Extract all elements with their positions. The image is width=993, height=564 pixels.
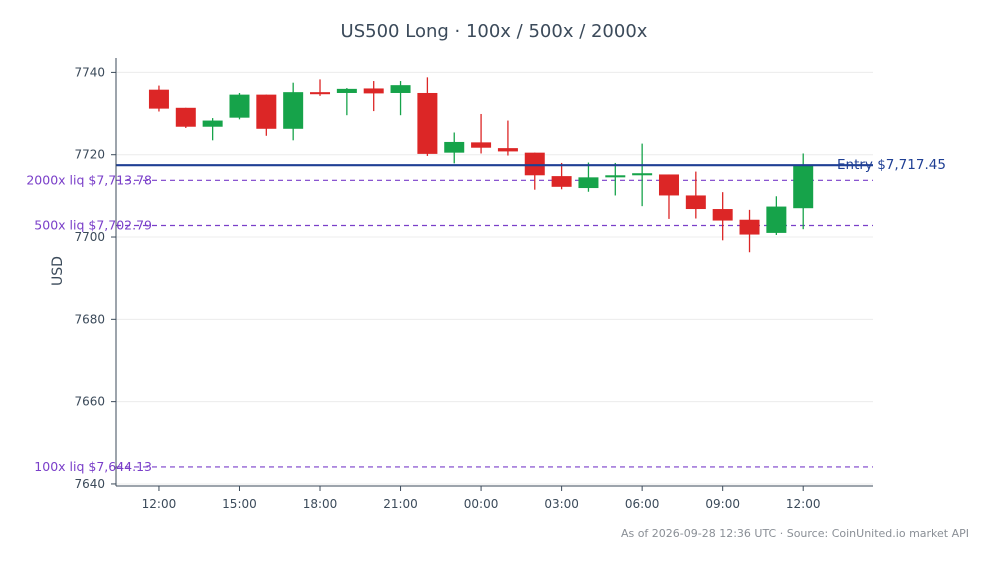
axes — [115, 58, 873, 487]
x-tick-label: 18:00 — [303, 497, 338, 511]
liquidation-label: 100x liq $7,644.13 — [34, 459, 152, 474]
x-tick-label: 00:00 — [464, 497, 499, 511]
y-tick-label: 7740 — [74, 65, 105, 79]
source-note: As of 2026-09-28 12:36 UTC · Source: Coi… — [621, 527, 969, 540]
candle-body — [658, 174, 679, 196]
candle-body — [175, 107, 196, 127]
entry-line-group: Entry $7,717.45 — [116, 157, 946, 173]
candle-body — [712, 209, 733, 221]
x-tick-label: 06:00 — [625, 497, 660, 511]
x-tick-label: 09:00 — [705, 497, 740, 511]
x-tick-label: 12:00 — [786, 497, 821, 511]
candle-body — [229, 94, 250, 118]
candle-body — [417, 92, 438, 154]
candle-body — [524, 152, 545, 176]
candle-body — [578, 177, 599, 189]
candle-body — [497, 148, 518, 152]
candle-body — [605, 175, 626, 178]
chart-title: US500 Long · 100x / 500x / 2000x — [341, 21, 648, 42]
x-tick-label: 12:00 — [142, 497, 177, 511]
y-tick-label: 7660 — [74, 395, 105, 409]
y-tick-label: 7700 — [74, 230, 105, 244]
candle-body — [336, 88, 357, 93]
candle-body — [793, 165, 814, 209]
candle-body — [766, 206, 787, 233]
candle-body — [390, 85, 411, 93]
candle-body — [310, 92, 331, 95]
x-tick-labels: 12:00 15:00 18:00 21:00 00:00 03:00 06:00 09:00… — [142, 486, 821, 511]
candle-body — [444, 141, 465, 153]
candles — [148, 77, 814, 253]
y-tick-labels: 7640 7660 7680 7700 7720 7740 — [74, 65, 116, 491]
candle-body — [363, 88, 384, 94]
candle-body — [256, 94, 277, 129]
grid-lines — [116, 71, 873, 485]
candle-body — [685, 195, 706, 210]
candle-body — [148, 89, 169, 109]
x-tick-label: 15:00 — [222, 497, 257, 511]
candle-body — [551, 176, 572, 187]
y-tick-label: 7720 — [74, 148, 105, 162]
candle-body — [283, 92, 304, 129]
liquidation-label: 2000x liq $7,713.78 — [26, 172, 152, 187]
y-axis-label: USD — [50, 256, 66, 286]
liquidation-lines: 2000x liq $7,713.78 500x liq $7,702.79 100… — [26, 172, 873, 474]
y-tick-label: 7680 — [74, 312, 105, 326]
x-tick-label: 03:00 — [544, 497, 579, 511]
candle-body — [632, 173, 653, 176]
entry-label: Entry $7,717.45 — [837, 157, 946, 173]
liquidation-label: 500x liq $7,702.79 — [34, 218, 152, 233]
x-tick-label: 21:00 — [383, 497, 418, 511]
candle-body — [739, 219, 760, 235]
candle-body — [202, 120, 223, 127]
candle-body — [471, 142, 492, 148]
y-tick-label: 7640 — [74, 477, 105, 491]
